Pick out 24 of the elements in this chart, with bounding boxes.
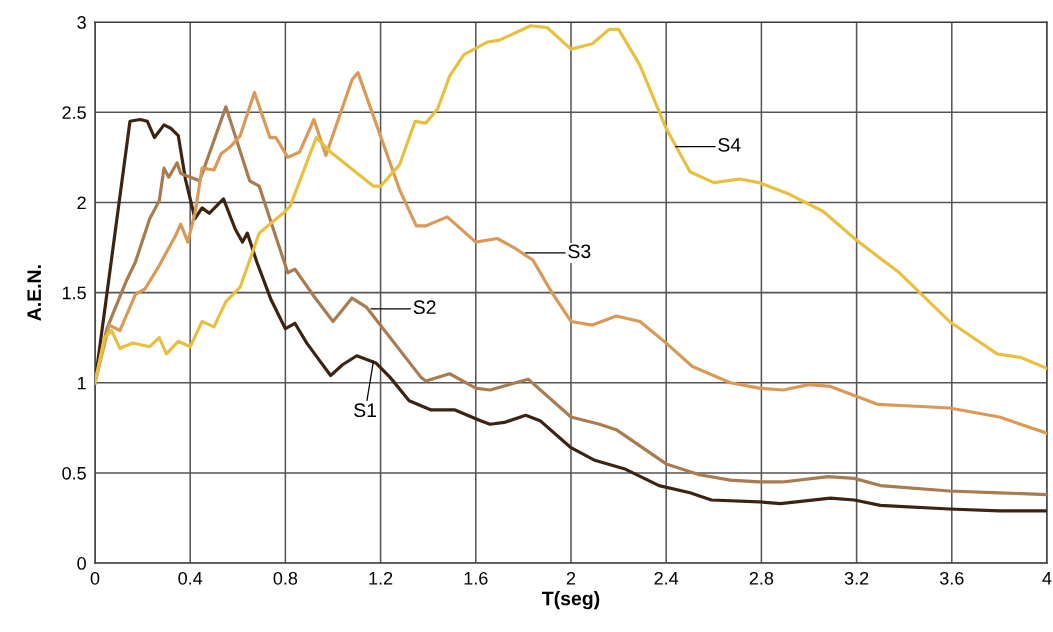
- y-tick-label: 3: [77, 16, 86, 29]
- x-tick-label: 3.2: [844, 571, 869, 585]
- x-tick-label: 4: [1042, 572, 1052, 585]
- y-tick-label: 0: [77, 557, 86, 570]
- x-tick-label: 0.8: [273, 571, 298, 585]
- x-tick-label: 2.4: [654, 571, 679, 585]
- x-tick-label: 3.6: [939, 571, 964, 585]
- x-tick-label: 0.4: [178, 571, 203, 585]
- annotation: S3: [568, 244, 591, 259]
- y-tick-label: 0.5: [62, 466, 86, 480]
- x-tick-label: 1.2: [369, 571, 393, 585]
- y-tick-label: 2: [77, 196, 86, 209]
- x-tick-label: 2.8: [749, 571, 774, 585]
- annotation: S4: [718, 138, 741, 152]
- y-tick-label: 1: [77, 376, 86, 390]
- x-tick-label: 1.6: [464, 571, 488, 585]
- x-tick-label: 0: [90, 571, 100, 585]
- annotation: S1: [354, 403, 377, 418]
- y-axis-title: A.E.N.: [27, 265, 41, 321]
- annotation: S2: [413, 300, 436, 315]
- y-tick-label: 1.5: [62, 286, 86, 300]
- x-tick-label: 2: [566, 571, 576, 585]
- y-tick-label: 2.5: [62, 106, 86, 120]
- x-axis-title: T(seg): [542, 591, 600, 610]
